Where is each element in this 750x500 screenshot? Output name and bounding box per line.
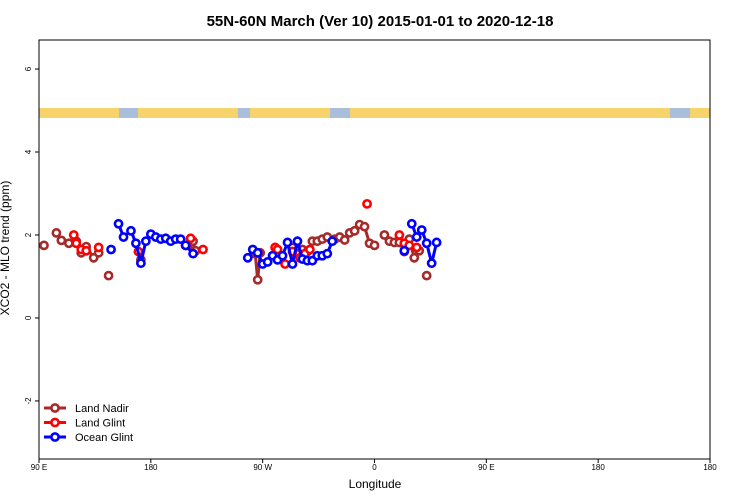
data-point — [416, 225, 427, 235]
y-tick-label: 0 — [24, 315, 33, 320]
y-tick-label: -2 — [24, 397, 33, 405]
data-point — [175, 234, 186, 245]
data-point — [369, 240, 380, 251]
x-axis-title: Longitude — [349, 477, 402, 491]
data-point — [292, 236, 303, 247]
y-tick-label: 4 — [24, 149, 33, 154]
data-point — [272, 244, 283, 255]
y-axis: -2 0 2 4 6 — [24, 66, 39, 404]
data-point — [71, 238, 82, 249]
data-point — [282, 237, 293, 248]
x-tick-label: 90 E — [478, 463, 494, 472]
x-tick-label: 180 — [144, 463, 158, 472]
legend-marker — [50, 417, 60, 428]
data-point — [349, 225, 360, 236]
data-point — [252, 247, 263, 258]
data-point — [39, 240, 49, 251]
data-point — [242, 252, 253, 263]
data-point — [63, 238, 74, 249]
data-point — [339, 235, 350, 245]
x-axis: 90 E 180 90 W 0 90 E 180 180 — [31, 459, 717, 472]
x-tick-label: 180 — [591, 463, 605, 472]
data-point — [431, 237, 442, 248]
data-point — [140, 236, 151, 247]
series-ocean-glint — [106, 218, 442, 269]
data-point — [113, 218, 124, 229]
x-tick-label: 90 W — [253, 463, 272, 472]
data-point — [409, 252, 420, 263]
data-point — [322, 248, 333, 259]
data-point — [252, 274, 263, 285]
land-band — [39, 108, 710, 118]
data-point — [185, 233, 196, 244]
data-point — [421, 270, 432, 281]
legend: Land Nadir Land Glint Ocean Glint — [44, 403, 133, 444]
data-point — [68, 230, 79, 240]
data-point — [399, 245, 410, 256]
x-tick-label: 180 — [703, 463, 717, 472]
data-point — [359, 221, 370, 232]
data-point — [394, 230, 405, 240]
data-point — [411, 242, 422, 253]
chart-title: 55N-60N March (Ver 10) 2015-01-01 to 202… — [207, 13, 554, 30]
data-point — [93, 242, 104, 253]
data-point — [262, 257, 273, 267]
legend-label: Ocean Glint — [75, 432, 133, 444]
data-point — [118, 232, 129, 242]
data-point — [131, 238, 141, 249]
legend-label: Land Nadir — [75, 403, 129, 415]
data-point — [304, 244, 315, 255]
data-point — [106, 244, 116, 255]
legend-marker — [50, 432, 60, 442]
data-point — [135, 258, 146, 269]
data-point — [51, 228, 62, 238]
x-tick-label: 0 — [372, 463, 377, 472]
data-point — [56, 235, 67, 246]
data-point — [103, 270, 114, 281]
y-tick-label: 6 — [24, 66, 33, 71]
data-point — [188, 248, 198, 259]
data-point — [280, 259, 290, 269]
y-axis-title: XCO2 - MLO trend (ppm) — [0, 181, 12, 316]
y-tick-label: 2 — [24, 232, 33, 237]
data-point — [81, 245, 92, 256]
legend-label: Land Glint — [75, 418, 125, 430]
x-tick-label: 90 E — [31, 463, 47, 472]
legend-marker — [50, 403, 60, 413]
data-point — [287, 259, 298, 269]
plot-area — [39, 198, 442, 285]
data-point — [327, 236, 338, 247]
data-point — [421, 238, 432, 249]
data-point — [180, 240, 191, 251]
data-point — [426, 258, 437, 269]
data-point — [411, 232, 422, 242]
data-point — [277, 250, 288, 261]
data-point — [406, 218, 417, 229]
data-point — [126, 225, 136, 236]
data-point — [379, 230, 390, 240]
data-point — [198, 244, 208, 255]
data-point — [362, 198, 372, 209]
land-ocean-strip — [39, 108, 710, 118]
